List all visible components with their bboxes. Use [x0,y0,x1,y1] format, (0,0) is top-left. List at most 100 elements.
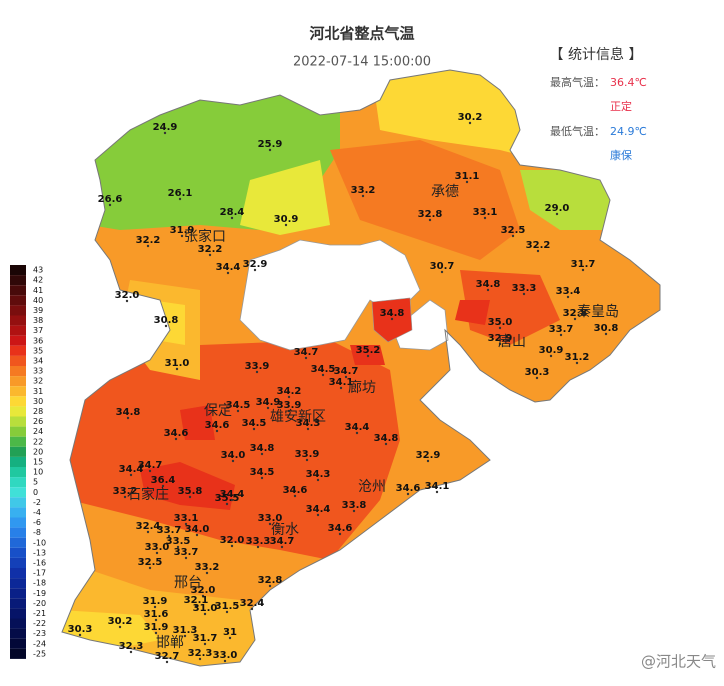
legend-swatch [10,315,26,326]
station-value: 33.0 [213,650,238,661]
legend-label: 36 [33,336,43,345]
station-value: 32.8 [258,575,283,586]
station-dot [123,495,127,499]
station-dot [486,288,490,292]
station-dot [511,234,515,238]
station-dot [203,612,207,616]
legend-swatch [10,527,26,538]
legend-label: 24 [33,427,43,436]
timestamp: 2022-07-14 15:00:00 [293,55,431,70]
legend-label: 37 [33,326,43,335]
legend-label: 32 [33,377,43,386]
station-value: 33.1 [473,207,498,218]
station-dot [575,361,579,365]
legend-label: 5 [33,478,38,487]
station-dot [184,556,188,560]
station-value: 31.3 [173,625,198,636]
station-dot [198,657,202,661]
station-dot [306,427,310,431]
station-value: 33.5 [166,536,191,547]
station-value: 34.6 [164,428,189,439]
station-value: 32.8 [563,308,588,319]
city-label: 衡水 [271,522,299,538]
legend-label: 22 [33,437,43,446]
station-dot [184,522,188,526]
legend-swatch [10,436,26,447]
station-value: 32.2 [526,240,551,251]
station-value: 32.8 [418,209,443,220]
station-dot [148,469,152,473]
station-dot [203,642,207,646]
station-dot [344,375,348,379]
legend-label: 31 [33,387,43,396]
station-value: 34.6 [396,483,421,494]
station-dot [195,533,199,537]
station-dot [154,631,158,635]
city-label: 保定 [204,403,232,419]
station-value: 32.5 [501,225,526,236]
station-value: 36.4 [151,475,176,486]
station-value: 33.9 [277,400,302,411]
legend-label: 41 [33,286,43,295]
station-value: 30.7 [430,261,455,272]
station-value: 31.6 [144,609,169,620]
station-dot [180,234,184,238]
station-dot [355,431,359,435]
station-dot [293,494,297,498]
station-dot [440,270,444,274]
station-value: 28.4 [220,207,245,218]
station-dot [129,473,133,477]
station-value: 31.9 [170,225,195,236]
station-dot [230,216,234,220]
legend-swatch [10,265,26,276]
station-dot [266,406,270,410]
station-value: 35.2 [356,345,381,356]
station-value: 30.8 [154,315,179,326]
station-value: 32.3 [119,641,144,652]
legend-label: 20 [33,447,43,456]
legend-swatch [10,487,26,498]
legend-label: -18 [33,579,46,588]
station-dot [154,618,158,622]
legend-swatch [10,557,26,568]
city-label: 廊坊 [348,379,376,396]
station-dot [260,452,264,456]
city-label: 承德 [431,184,459,200]
station-value: 33.9 [245,361,270,372]
station-dot [153,605,157,609]
station-dot [268,584,272,588]
legend-label: 15 [33,457,43,466]
stats-max-value: 36.4℃ [610,76,647,89]
legend-label: 34 [33,356,43,365]
station-dot [174,437,178,441]
legend-swatch [10,446,26,457]
station-dot [108,203,112,207]
station-value: 34.6 [205,420,230,431]
station-dot [384,442,388,446]
station-value: 34.4 [119,464,144,475]
station-value: 34.8 [116,407,141,418]
legend-swatch [10,517,26,528]
legend-swatch [10,366,26,377]
province-outline [61,69,661,667]
station-value: 34.8 [250,443,275,454]
station-value: 34.8 [476,279,501,290]
stats-min-value: 24.9℃ [610,125,647,138]
station-value: 31 [223,627,237,638]
station-value: 26.6 [98,194,123,205]
station-dot [435,490,439,494]
station-dot [194,604,198,608]
station-dot [215,429,219,433]
station-dot [146,530,150,534]
station-value: 29.0 [545,203,570,214]
legend-label: -8 [33,528,41,537]
station-dot [183,634,187,638]
station-dot [208,253,212,257]
station-dot [225,610,229,614]
legend-label: 28 [33,407,43,416]
station-dot [129,650,133,654]
station-dot [161,484,165,488]
stats-max-station: 正定 [610,99,632,113]
legend-swatch [10,578,26,589]
station-value: 30.9 [274,214,299,225]
